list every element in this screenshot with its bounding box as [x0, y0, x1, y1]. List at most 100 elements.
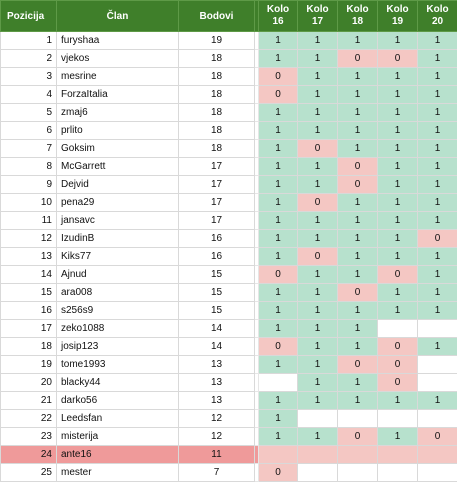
round-result-cell[interactable]: 0	[338, 176, 378, 194]
position-cell[interactable]: 1	[1, 32, 57, 50]
position-cell[interactable]: 5	[1, 104, 57, 122]
round-result-cell[interactable]: 0	[378, 50, 418, 68]
round-result-cell[interactable]: 1	[259, 212, 298, 230]
round-result-cell[interactable]: 1	[378, 284, 418, 302]
round-result-cell[interactable]: 1	[378, 158, 418, 176]
round-result-cell[interactable]: 1	[298, 176, 338, 194]
round-result-cell[interactable]	[378, 446, 418, 464]
round-result-cell[interactable]: 1	[418, 284, 457, 302]
points-cell[interactable]: 18	[179, 140, 255, 158]
round-result-cell[interactable]	[298, 410, 338, 428]
round-result-cell[interactable]: 1	[418, 104, 457, 122]
round-result-cell[interactable]: 1	[298, 158, 338, 176]
round-result-cell[interactable]: 1	[418, 338, 457, 356]
round-result-cell[interactable]: 1	[259, 248, 298, 266]
points-cell[interactable]: 17	[179, 194, 255, 212]
round-result-cell[interactable]: 1	[338, 374, 378, 392]
member-name-cell[interactable]: Leedsfan	[57, 410, 179, 428]
round-result-cell[interactable]	[418, 374, 457, 392]
points-cell[interactable]: 19	[179, 32, 255, 50]
points-cell[interactable]: 13	[179, 374, 255, 392]
position-cell[interactable]: 9	[1, 176, 57, 194]
member-name-cell[interactable]: Kiks77	[57, 248, 179, 266]
member-name-cell[interactable]: IzudinB	[57, 230, 179, 248]
round-result-cell[interactable]: 1	[418, 176, 457, 194]
round-result-cell[interactable]: 1	[259, 230, 298, 248]
round-result-cell[interactable]: 1	[259, 140, 298, 158]
round-result-cell[interactable]: 1	[378, 428, 418, 446]
round-result-cell[interactable]: 1	[378, 140, 418, 158]
points-cell[interactable]: 18	[179, 68, 255, 86]
member-name-cell[interactable]: ForzaItalia	[57, 86, 179, 104]
round-result-cell[interactable]: 0	[378, 266, 418, 284]
round-result-cell[interactable]: 0	[259, 266, 298, 284]
round-result-cell[interactable]: 0	[298, 140, 338, 158]
position-cell[interactable]: 3	[1, 68, 57, 86]
points-cell[interactable]: 11	[179, 446, 255, 464]
round-result-cell[interactable]: 1	[259, 302, 298, 320]
round-result-cell[interactable]: 0	[418, 230, 457, 248]
round-result-cell[interactable]: 1	[298, 428, 338, 446]
round-result-cell[interactable]	[338, 464, 378, 482]
round-result-cell[interactable]: 1	[259, 158, 298, 176]
round-result-cell[interactable]	[298, 446, 338, 464]
member-name-cell[interactable]: s256s9	[57, 302, 179, 320]
round-result-cell[interactable]: 0	[378, 356, 418, 374]
points-cell[interactable]: 13	[179, 356, 255, 374]
round-result-cell[interactable]: 1	[338, 230, 378, 248]
member-name-cell[interactable]: misterija	[57, 428, 179, 446]
points-cell[interactable]: 16	[179, 248, 255, 266]
round-result-cell[interactable]: 1	[418, 140, 457, 158]
round-result-cell[interactable]: 1	[298, 266, 338, 284]
member-name-cell[interactable]: McGarrett	[57, 158, 179, 176]
member-name-cell[interactable]: prlito	[57, 122, 179, 140]
position-cell[interactable]: 2	[1, 50, 57, 68]
points-cell[interactable]: 14	[179, 320, 255, 338]
round-result-cell[interactable]: 1	[338, 248, 378, 266]
round-result-cell[interactable]: 0	[378, 374, 418, 392]
member-name-cell[interactable]: jansavc	[57, 212, 179, 230]
round-result-cell[interactable]	[338, 446, 378, 464]
points-cell[interactable]: 17	[179, 158, 255, 176]
round-result-cell[interactable]: 0	[338, 428, 378, 446]
round-result-cell[interactable]	[298, 464, 338, 482]
round-result-cell[interactable]: 1	[418, 68, 457, 86]
position-cell[interactable]: 14	[1, 266, 57, 284]
round-result-cell[interactable]: 1	[378, 104, 418, 122]
position-cell[interactable]: 24	[1, 446, 57, 464]
round-result-cell[interactable]: 1	[259, 50, 298, 68]
round-result-cell[interactable]: 1	[378, 68, 418, 86]
round-result-cell[interactable]: 1	[378, 194, 418, 212]
round-result-cell[interactable]	[338, 410, 378, 428]
round-result-cell[interactable]: 1	[298, 392, 338, 410]
round-result-cell[interactable]: 1	[338, 302, 378, 320]
round-result-cell[interactable]: 1	[298, 32, 338, 50]
round-result-cell[interactable]: 0	[259, 68, 298, 86]
member-name-cell[interactable]: josip123	[57, 338, 179, 356]
round-result-cell[interactable]	[418, 464, 457, 482]
round-result-cell[interactable]	[418, 356, 457, 374]
points-cell[interactable]: 7	[179, 464, 255, 482]
points-cell[interactable]: 17	[179, 212, 255, 230]
points-cell[interactable]: 13	[179, 392, 255, 410]
position-cell[interactable]: 16	[1, 302, 57, 320]
round-result-cell[interactable]: 1	[418, 32, 457, 50]
round-result-cell[interactable]: 1	[418, 392, 457, 410]
round-result-cell[interactable]: 1	[378, 86, 418, 104]
points-cell[interactable]: 18	[179, 122, 255, 140]
round-result-cell[interactable]: 1	[378, 32, 418, 50]
position-cell[interactable]: 13	[1, 248, 57, 266]
